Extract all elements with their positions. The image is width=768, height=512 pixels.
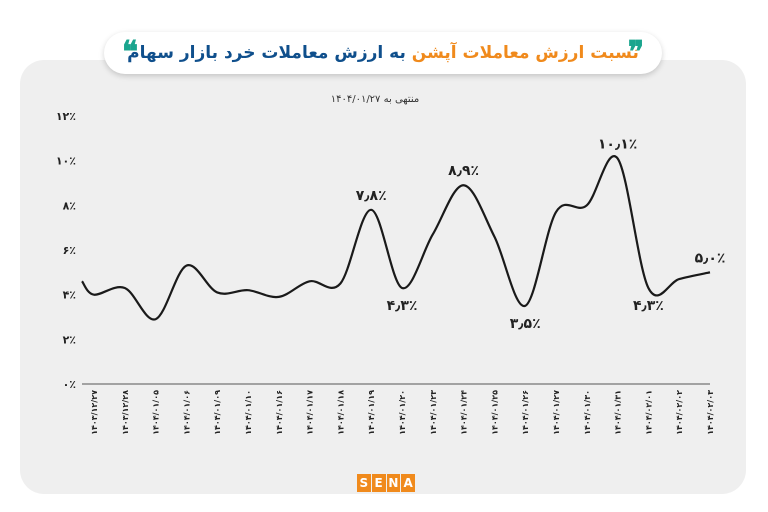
chart-title-main: به ارزش معاملات خرد بازار سهام [127, 43, 412, 63]
x-tick-label: ۱۴۰۴/۰۱/۳۰ [583, 390, 592, 435]
chart-title: نسبت ارزش معاملات آپشن به ارزش معاملات خ… [127, 43, 639, 63]
line-chart: منتهی به ۱۴۰۴/۰۱/۲۷ ۰٪ ۲٪ ۴٪ ۶٪ ۸٪ ۱۰٪ ۱۲٪ ۱۴۰۳/… [56, 94, 726, 435]
logo-letter: A [401, 474, 415, 492]
x-tick-label: ۱۴۰۴/۰۱/۱۹ [367, 390, 376, 435]
x-tick-label: ۱۴۰۴/۰۲/۰۱ [644, 390, 653, 435]
series-line [81, 155, 711, 321]
data-label: ۵٫۰٪ [695, 250, 726, 266]
x-tick-label: ۱۴۰۴/۰۲/۰۲ [675, 390, 684, 435]
x-tick-label: ۱۴۰۴/۰۱/۱۸ [336, 390, 345, 435]
y-tick-label: ۲٪ [63, 333, 76, 346]
x-tick-label: ۱۴۰۴/۰۱/۲۷ [552, 390, 561, 435]
data-label: ۷٫۸٪ [356, 188, 387, 204]
y-tick-label: ۱۰٪ [56, 155, 76, 168]
chart-card: منتهی به ۱۴۰۴/۰۱/۲۷ ۰٪ ۲٪ ۴٪ ۶٪ ۸٪ ۱۰٪ ۱۲٪ ۱۴۰۳/… [20, 60, 746, 494]
x-tick-label: ۱۴۰۴/۰۱/۲۴ [460, 390, 469, 435]
x-tick-label: ۱۴۰۳/۱۲/۲۷ [90, 390, 99, 435]
quote-close-icon: ❝ [122, 35, 139, 70]
x-tick-label: ۱۴۰۴/۰۱/۲۰ [398, 390, 407, 435]
x-tick-label: ۱۴۰۴/۰۱/۰۶ [182, 390, 191, 435]
data-label: ۸٫۹٪ [448, 163, 479, 179]
x-tick-label: ۱۴۰۴/۰۱/۳۱ [614, 390, 623, 435]
logo-letter: N [386, 474, 401, 492]
y-tick-label: ۱۲٪ [56, 110, 76, 123]
data-label: ۱۰٫۱٪ [598, 136, 637, 152]
x-tick-label: ۱۴۰۴/۰۱/۰۹ [213, 390, 222, 435]
data-label: ۴٫۳٪ [633, 298, 664, 314]
x-tick-label: ۱۴۰۳/۱۲/۲۸ [121, 390, 130, 435]
data-label: ۴٫۳٪ [387, 298, 418, 314]
x-tick-label: ۱۴۰۴/۰۱/۲۶ [521, 390, 530, 435]
y-tick-label: ۸٪ [63, 199, 76, 212]
data-label: ۳٫۵٪ [510, 316, 541, 332]
logo-letter: S [357, 474, 371, 492]
sena-logo: S E N A [357, 474, 415, 492]
x-tick-label: ۱۴۰۴/۰۱/۱۰ [244, 390, 253, 435]
quote-open-icon: ❞ [627, 35, 644, 70]
x-tick-label: ۱۴۰۴/۰۱/۱۷ [306, 390, 315, 435]
x-tick-label: ۱۴۰۴/۰۱/۰۵ [152, 390, 161, 435]
x-tick-label: ۱۴۰۴/۰۲/۰۳ [706, 390, 715, 435]
x-tick-label: ۱۴۰۴/۰۱/۱۶ [275, 390, 284, 435]
chart-title-accent: نسبت ارزش معاملات آپشن [411, 43, 639, 63]
logo-letter: E [371, 474, 386, 492]
y-tick-label: ۶٪ [63, 244, 76, 257]
chart-title-pill: ❞ نسبت ارزش معاملات آپشن به ارزش معاملات… [104, 32, 662, 74]
x-tick-label: ۱۴۰۴/۰۱/۲۵ [490, 390, 499, 435]
x-tick-label: ۱۴۰۴/۰۱/۲۳ [429, 390, 438, 435]
y-tick-label: ۰٪ [63, 378, 76, 391]
y-tick-label: ۴٪ [63, 289, 76, 302]
chart-subtitle: منتهی به ۱۴۰۴/۰۱/۲۷ [331, 94, 420, 105]
